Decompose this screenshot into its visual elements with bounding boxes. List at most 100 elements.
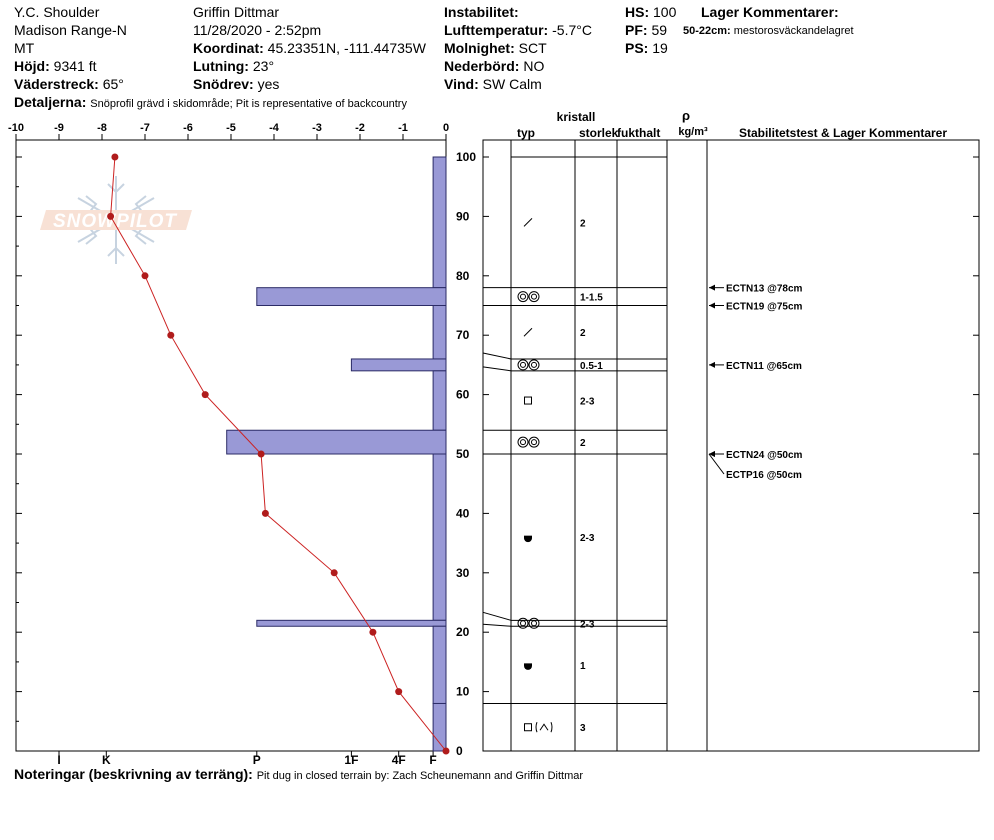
faceted-crystal-icon [524,396,532,405]
snow-height-label: HS: [625,4,650,20]
observer-name: Griffin Dittmar [193,4,280,20]
precipitation-value: NO [523,58,545,74]
wind-loading-label: Snödrev: [193,76,254,92]
faceted-crystal-icon [524,723,532,732]
grain-size-label: 3 [580,723,586,734]
foot-penetration-value: 59 [651,22,668,38]
details: Detaljerna: Snöprofil grävd i skidområde… [14,93,407,113]
grain-size-label: 2-3 [580,397,595,408]
surface-hoar-icon [528,617,540,629]
sky-cover-label: Molnighet: [444,40,515,56]
grain-size-label: 0.5-1 [580,361,603,372]
precipitation: Nederbörd: NO [444,57,544,75]
layer-table: 2 1-1.5 2 0.5-1 2-3 2 2-3 2-3 1 3 ECTN13 @78cm ECTN… [482,140,803,751]
hardness-bar [256,287,447,306]
air-temperature: Lufttemperatur: -5.7°C [444,21,592,39]
stability-test-label: ECTN19 @75cm [726,302,803,313]
grain-size-label: 2 [580,218,586,229]
notes-text: Pit dug in closed terrain by: Zach Scheu… [256,770,584,782]
depth-tick-label: 30 [456,566,470,580]
hardness-bar [350,358,447,372]
surface-hoar-icon [517,359,529,371]
hardness-bar [432,702,447,752]
snow-height: HS: 100 [625,3,676,21]
coordinates-value: 45.23351N, -111.44735W [267,40,426,56]
temp-tick-label: -1 [398,122,408,134]
depth-tick-label: 100 [456,150,476,164]
grain-size-label: 2 [580,328,586,339]
foot-penetration-label: PF: [625,22,648,38]
temp-tick-label: -7 [140,122,150,134]
crystal-header: kristall [557,110,596,124]
depth-tick-label: 50 [456,447,470,461]
aspect: Väderstreck: 65° [14,75,124,93]
temperature-line [107,153,450,755]
coordinates-label: Koordinat: [193,40,264,56]
location-name: Y.C. Shoulder [14,4,100,20]
hardness-tick-label: K [102,753,111,767]
temperature-point [111,153,119,161]
temperature-point [261,509,269,517]
grain-size-label: 2-3 [580,533,595,544]
observation-datetime: 11/28/2020 - 2:52pm [193,22,322,38]
wind-value: SW Calm [482,76,542,92]
depth-hoar-secondary-icon [539,723,549,731]
temperature-point [257,450,265,458]
surface-hoar-icon [517,436,529,448]
arrowhead-icon [709,302,715,309]
temp-tick-label: -9 [54,122,64,134]
air-temperature-value: -5.7°C [552,22,592,38]
foot-penetration: PF: 59 [625,21,667,39]
surface-hoar-icon [528,291,540,303]
sky-cover-value: SCT [518,40,547,56]
snow-height-value: 100 [653,4,677,20]
surface-hoar-icon-inner [531,293,537,300]
ski-penetration-label: PS: [625,40,649,56]
temperature-point [201,391,209,399]
temp-tick-label: 0 [443,122,449,134]
depth-tick-label: 0 [456,744,463,758]
hardness-tick-label: P [253,753,261,767]
arrowhead-icon [709,284,715,291]
type-header: typ [517,126,535,140]
decomposing-particles-icon [523,217,533,227]
grain-size-label: 2 [580,438,586,449]
snowpilot-logo: SNOWPILOT [40,176,192,264]
hardness-bar [226,429,447,455]
details-label: Detaljerna: [14,94,87,110]
temp-tick-label: -8 [97,122,107,134]
paren-close-icon [550,722,553,733]
coordinates: Koordinat: 45.23351N, -111.44735W [193,39,426,57]
aspect-value: 65° [102,76,124,92]
elevation: Höjd: 9341 ft [14,57,96,75]
instability-label: Instabilitet: [444,4,519,20]
stability-header: Stabilitetstest & Lager Kommentarer [739,126,947,140]
ski-penetration-value: 19 [652,40,668,56]
stability-test-label: ECTP16 @50cm [726,470,802,481]
state-name: MT [14,40,35,56]
elevation-value: 9341 ft [53,58,97,74]
paren-open-icon [535,722,538,733]
temp-tick-label: -10 [8,122,24,134]
wind: Vind: SW Calm [444,75,542,93]
hardness-bar [432,625,447,704]
wind-label: Vind: [444,76,479,92]
sky-cover: Molnighet: SCT [444,39,547,57]
hardness-bar [432,156,447,289]
surface-hoar-icon [517,617,529,629]
hardness-bar [432,305,447,360]
hardness-axis: I K P 1F 4F F [57,751,437,767]
depth-tick-label: 10 [456,685,470,699]
layer-comment-range: 50-22cm: [683,25,731,37]
moisture-header: fukthalt [617,126,660,140]
layer-connector [482,366,512,372]
layer-connector [482,623,512,627]
aspect-label: Väderstreck: [14,76,99,92]
hardness-bars [226,156,447,752]
grain-size-label: 1-1.5 [580,293,603,304]
depth-tick-label: 40 [456,506,470,520]
size-header: storlek [579,126,619,140]
ski-penetration: PS: 19 [625,39,668,57]
surface-hoar-icon [528,436,540,448]
air-temperature-label: Lufttemperatur: [444,22,549,38]
